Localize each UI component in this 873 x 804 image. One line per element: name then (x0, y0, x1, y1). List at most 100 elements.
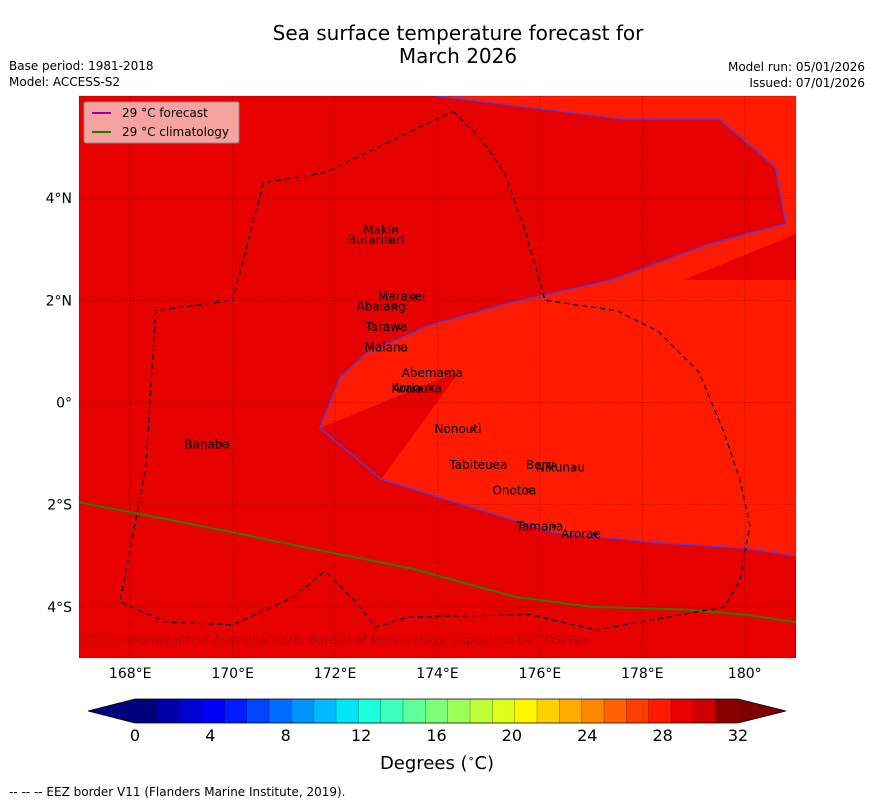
map-frame (78, 95, 797, 659)
place-label-tamana: Tamana (516, 519, 564, 533)
colorbar-tick-label-5: 20 (502, 726, 522, 745)
place-label-aranuka: Aranuka (392, 381, 442, 395)
colorbar-tick-label-3: 12 (351, 726, 371, 745)
issued-text: Issued: 07/01/2026 (749, 76, 865, 90)
y-tick-label-1: 2°N (46, 293, 72, 309)
place-label-tarawa: Tarawa (364, 320, 407, 334)
legend: 29 °C forecast 29 °C climatology (83, 101, 240, 144)
place-label-marakei: Marakei (378, 289, 425, 303)
colorbar-label-prefix: Degrees ( (380, 753, 468, 774)
legend-label-1: 29 °C climatology (122, 125, 229, 139)
island-tarawa-mark (398, 325, 403, 330)
place-label-kuria: Kuria (392, 381, 423, 395)
colorbar-bin-25 (693, 699, 717, 723)
colorbar-bin-8 (313, 699, 337, 723)
colorbar-extend-over (738, 699, 786, 723)
legend-label-0: 29 °C forecast (122, 106, 208, 120)
colorbar-bin-13 (425, 699, 449, 723)
colorbar-bin-15 (470, 699, 493, 723)
x-tick-label-3: 174°E (416, 666, 459, 682)
colorbar-bin-10 (358, 699, 382, 723)
island-tabiteuea-mark (490, 462, 495, 467)
x-tick-label-0: 168°E (109, 666, 152, 682)
x-tick-label-6: 180° (728, 666, 762, 682)
colorbar-tick-label-4: 16 (426, 726, 446, 745)
place-label-makin: Makin (363, 223, 399, 237)
colorbar-outline (87, 698, 787, 724)
colorbar-label-suffix: C) (474, 753, 494, 774)
meta-right: Model run: 05/01/2026 Issued: 07/01/2026 (728, 59, 865, 91)
island-tamana-mark (551, 524, 556, 529)
colorbar-extend-under (88, 699, 135, 723)
place-label-arorae: Arorae (561, 527, 601, 541)
island-makin-mark (393, 227, 398, 232)
island-onotoa-mark (526, 488, 531, 493)
colorbar-tick-label-2: 8 (281, 726, 291, 745)
base-period-text: Base period: 1981-2018 (9, 59, 154, 73)
colorbar-bin-0 (135, 699, 158, 723)
sst-field-below-29-central (319, 279, 796, 556)
meta-left: Base period: 1981-2018 Model: ACCESS-S2 (9, 58, 154, 90)
colorbar-bin-24 (671, 699, 694, 723)
model-run-text: Model run: 05/01/2026 (727, 60, 865, 74)
island-kuria-mark (418, 386, 423, 391)
legend-box (83, 101, 240, 144)
copyright-text: © Commonwealth of Australia 2026, Bureau… (84, 633, 589, 647)
place-label-maiana: Maiana (365, 340, 408, 354)
colorbar-bin-2 (179, 699, 203, 723)
island-aranuka-mark (429, 386, 434, 391)
island-nikunau-mark (572, 465, 577, 470)
island-banaba-mark (219, 442, 224, 447)
place-label-tabiteuea: Tabiteuea (448, 458, 507, 472)
colorbar-tick-label-0: 0 (130, 726, 140, 745)
colorbar-bin-17 (514, 699, 538, 723)
island-arorae-mark (592, 531, 597, 536)
colorbar-bin-9 (336, 699, 359, 723)
model-text: Model: ACCESS-S2 (9, 75, 121, 89)
colorbar-bin-6 (269, 699, 292, 723)
place-label-nikunau: Nikunau (536, 461, 585, 475)
chart-title-line1: Sea surface temperature forecast for (272, 21, 644, 45)
chart-title: Sea surface temperature forecast for Mar… (0, 22, 873, 68)
place-label-nonouti: Nonouti (435, 422, 482, 436)
island-nonouti-mark (469, 427, 474, 432)
island-marakei-mark (413, 294, 418, 299)
place-label-butaritari: Butaritari (348, 233, 405, 247)
island-maiana-mark (398, 345, 403, 350)
climatology-29-contour (79, 501, 796, 624)
forecast-29-contour-lower (319, 427, 796, 557)
island-abaiang-mark (393, 304, 398, 309)
colorbar-bin-21 (604, 699, 627, 723)
colorbar-bin-1 (157, 699, 181, 723)
colorbar-bin-22 (626, 699, 650, 723)
place-label-abemama: Abemama (402, 366, 463, 380)
x-tick-label-1: 170°E (211, 666, 254, 682)
colorbar-bin-4 (224, 699, 248, 723)
colorbar-tick-label-7: 28 (652, 726, 672, 745)
colorbar-bin-5 (246, 699, 270, 723)
colorbar-bin-26 (715, 699, 739, 723)
colorbar-bin-14 (447, 699, 471, 723)
forecast-29-contour-upper (319, 96, 787, 429)
colorbar-bin-18 (537, 699, 560, 723)
colorbar-tick-label-8: 32 (728, 726, 748, 745)
place-label-abaiang: Abaiang (357, 300, 406, 314)
colorbar-tick-label-1: 4 (205, 726, 215, 745)
place-label-onotoa: Onotoa (492, 484, 536, 498)
y-tick-label-0: 4°N (46, 191, 72, 207)
island-butaritari-mark (388, 238, 393, 243)
eez-footnote: -- -- -- EEZ border V11 (Flanders Marine… (9, 785, 346, 799)
eez-border (119, 110, 751, 631)
colorbar-bin-7 (291, 699, 315, 723)
x-tick-label-4: 176°E (519, 666, 562, 682)
colorbar-bin-23 (648, 699, 672, 723)
y-tick-label-2: 0° (56, 396, 72, 412)
colorbar-bin-19 (559, 699, 583, 723)
y-tick-label-3: 2°S (47, 498, 72, 514)
place-label-beru: Beru (526, 458, 554, 472)
colorbar-bin-16 (492, 699, 516, 723)
place-label-banaba: Banaba (184, 438, 230, 452)
colorbar-bin-20 (581, 699, 605, 723)
